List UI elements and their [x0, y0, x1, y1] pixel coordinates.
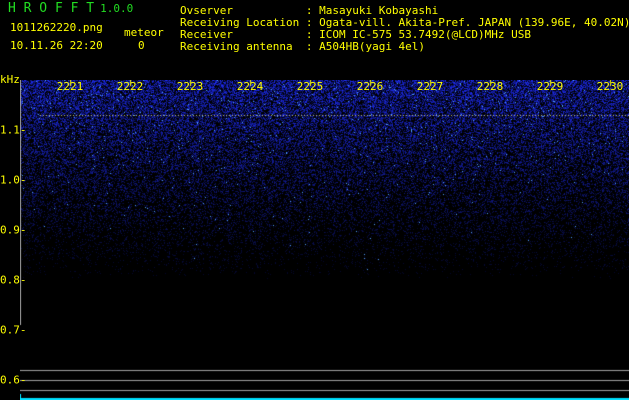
meteor-label: meteor	[124, 26, 164, 39]
info-label: Receiving antenna	[180, 40, 300, 53]
info-row: Ovserver : Masayuki Kobayashi	[180, 5, 629, 17]
info-label: Receiving Location	[180, 16, 300, 29]
filename: 1011262220.png	[10, 21, 103, 34]
app-name: H R O F F T	[8, 1, 95, 16]
y-tick-label: 0.9-	[0, 223, 27, 237]
x-tick-label: 2227	[416, 80, 444, 93]
y-tick-label: 0.8-	[0, 273, 27, 287]
x-tick-label: 2225	[296, 80, 324, 93]
spectrogram-canvas	[20, 80, 629, 400]
x-tick-label: 2230	[596, 80, 624, 93]
x-tick-label: 2228	[476, 80, 504, 93]
app-title: H R O F F T 1.0.0	[8, 1, 134, 16]
x-tick-label: 2221	[56, 80, 84, 93]
y-tick-label: 0.6-	[0, 373, 27, 387]
info-label: Receiver	[180, 28, 300, 41]
info-value: : Ogata-vill. Akita-Pref. JAPAN (139.96E…	[305, 16, 629, 29]
info-row: Receiving antenna : A504HB(yagi 4el)	[180, 41, 629, 53]
y-tick-label: 0.7-	[0, 323, 27, 337]
x-tick-label: 2226	[356, 80, 384, 93]
meteor-count: 0	[138, 39, 145, 52]
info-row: Receiving Location : Ogata-vill. Akita-P…	[180, 17, 629, 29]
y-tick-label: 1.1-	[0, 123, 27, 137]
info-row: Receiver : ICOM IC-575 53.7492(@LCD)MHz …	[180, 29, 629, 41]
station-info: Ovserver : Masayuki Kobayashi Receiving …	[180, 5, 629, 53]
spectrogram	[20, 80, 629, 400]
x-tick-label: 2224	[236, 80, 264, 93]
y-tick-label: 1.0-	[0, 173, 27, 187]
info-value: : Masayuki Kobayashi	[305, 4, 439, 17]
info-value: : ICOM IC-575 53.7492(@LCD)MHz USB	[305, 28, 532, 41]
info-value: : A504HB(yagi 4el)	[305, 40, 426, 53]
y-axis-unit: kHz	[0, 73, 20, 86]
app-version: 1.0.0	[100, 2, 134, 15]
info-label: Ovserver	[180, 4, 300, 17]
datetime: 10.11.26 22:20	[10, 39, 103, 52]
x-tick-label: 2223	[176, 80, 204, 93]
x-tick-label: 2229	[536, 80, 564, 93]
x-tick-label: 2222	[116, 80, 144, 93]
